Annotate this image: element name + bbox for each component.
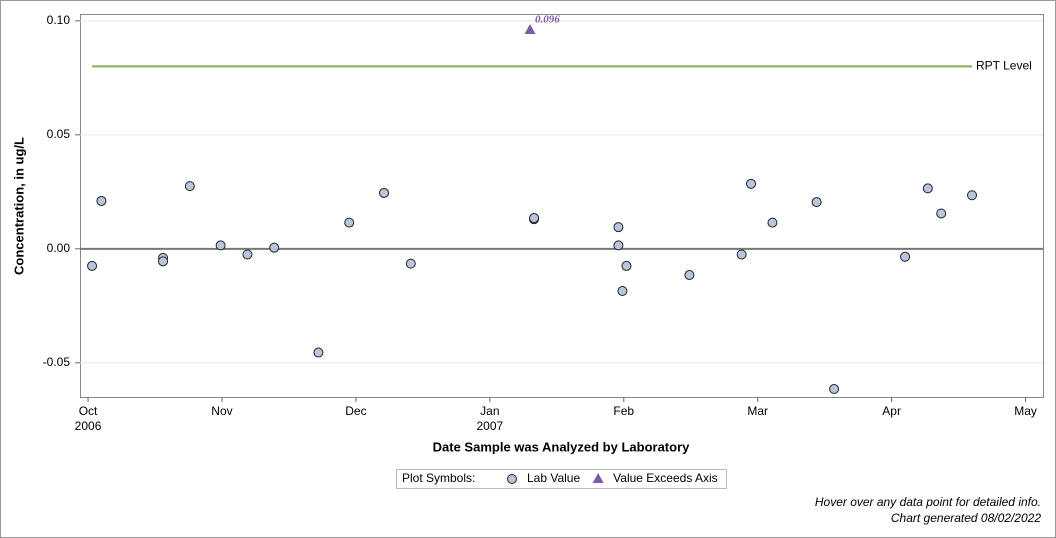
data-point[interactable] — [617, 285, 628, 296]
y-axis-title: Concentration, in ug/L — [11, 137, 26, 275]
data-point[interactable] — [736, 249, 747, 260]
data-point[interactable] — [613, 222, 624, 233]
legend-label: Value Exceeds Axis — [613, 471, 718, 485]
plot-frame — [80, 14, 1044, 398]
legend-marker — [592, 473, 604, 483]
legend-title: Plot Symbols: — [402, 471, 475, 485]
data-point[interactable] — [96, 195, 107, 206]
y-tick-label: 0.10 — [47, 13, 71, 27]
note: Hover over any data point for detailed i… — [815, 495, 1041, 509]
data-point[interactable] — [158, 256, 169, 267]
x-tick-label: Oct — [79, 404, 98, 418]
data-point[interactable] — [967, 190, 978, 201]
data-point[interactable] — [215, 240, 226, 251]
data-point[interactable] — [829, 384, 840, 395]
data-point[interactable] — [811, 197, 822, 208]
data-point[interactable] — [379, 187, 390, 198]
x-axis-title: Date Sample was Analyzed by Laboratory — [433, 439, 690, 454]
x-tick-year: 2007 — [476, 419, 503, 433]
data-point[interactable] — [87, 260, 98, 271]
data-point[interactable] — [900, 251, 911, 262]
y-tick-label: 0.05 — [47, 127, 71, 141]
reference-label: RPT Level — [976, 59, 1032, 73]
data-point[interactable] — [405, 258, 416, 269]
data-point[interactable] — [313, 347, 324, 358]
data-point[interactable] — [344, 217, 355, 228]
data-point[interactable] — [524, 23, 536, 34]
data-point[interactable] — [684, 270, 695, 281]
note: Chart generated 08/02/2022 — [891, 511, 1041, 525]
y-tick-label: 0.00 — [47, 241, 71, 255]
data-point[interactable] — [936, 208, 947, 219]
data-point[interactable] — [242, 249, 253, 260]
legend-label: Lab Value — [527, 471, 580, 485]
data-point[interactable] — [922, 183, 933, 194]
x-tick-label: Jan — [480, 404, 499, 418]
data-point[interactable] — [621, 260, 632, 271]
legend-marker — [507, 474, 517, 484]
x-tick-label: Dec — [345, 404, 366, 418]
data-point[interactable] — [529, 213, 540, 224]
x-tick-label: Apr — [882, 404, 901, 418]
y-tick-label: -0.05 — [43, 355, 71, 369]
legend-box — [396, 469, 727, 489]
value-label: 0.096 — [535, 13, 560, 25]
x-tick-label: Mar — [747, 404, 768, 418]
data-point[interactable] — [269, 242, 280, 253]
data-point[interactable] — [746, 178, 757, 189]
x-tick-year: 2006 — [75, 419, 102, 433]
data-point[interactable] — [613, 240, 624, 251]
x-tick-label: Nov — [211, 404, 232, 418]
x-tick-label: May — [1014, 404, 1037, 418]
data-point[interactable] — [767, 217, 778, 228]
data-point[interactable] — [184, 181, 195, 192]
x-tick-label: Feb — [613, 404, 634, 418]
